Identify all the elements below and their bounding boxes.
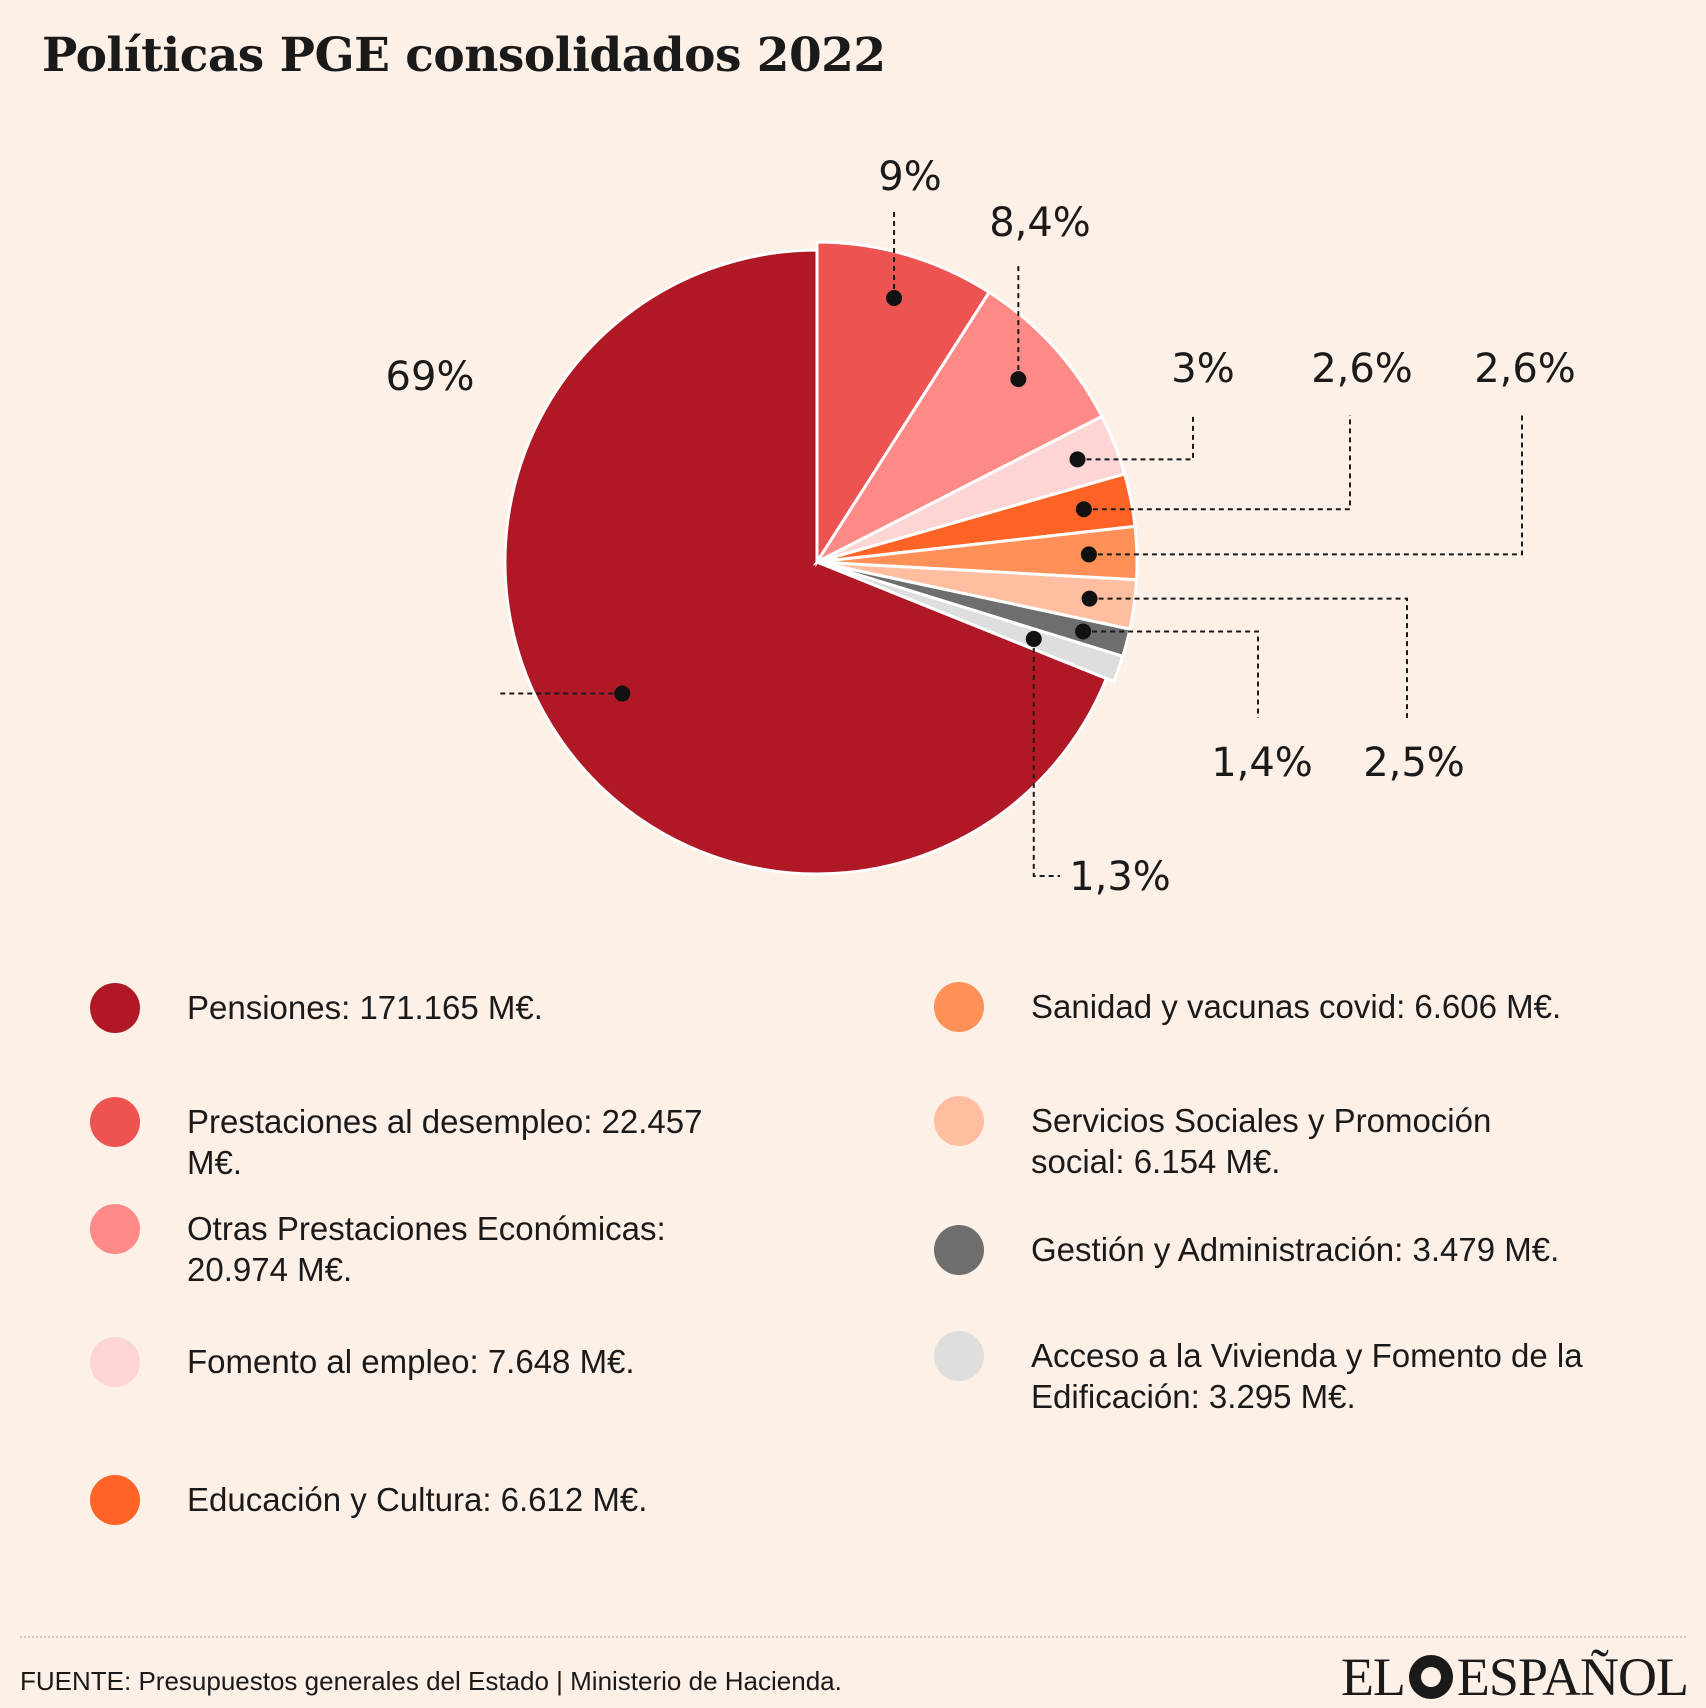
chart-title: Políticas PGE consolidados 2022 (42, 28, 886, 83)
leader-dot-fomento-al-empleo (1069, 451, 1086, 468)
legend-swatch (934, 1096, 984, 1146)
legend-swatch (90, 1204, 140, 1254)
legend-item-gestion-y-administracion: Gestión y Administración: 3.479 M€. (934, 1225, 1559, 1275)
legend-swatch (90, 1097, 140, 1147)
source-note: FUENTE: Presupuestos generales del Estad… (20, 1666, 842, 1696)
leader-line-acceso-a-la-vivienda-y-fomento-de-la-edificacion (1032, 638, 1060, 877)
leader-dot-gestion-y-administracion (1075, 623, 1092, 640)
leader-dot-prestaciones-al-desempleo (886, 290, 903, 307)
leader-dot-educacion-y-cultura (1075, 501, 1092, 518)
pct-label-otras-prestaciones-economicas: 8,4% (989, 200, 1091, 246)
legend-item-sanidad-y-vacunas-covid: Sanidad y vacunas covid: 6.606 M€. (934, 982, 1561, 1032)
legend-label: Pensiones: 171.165 M€. (187, 989, 543, 1026)
legend-label: Prestaciones al desempleo: 22.457 M€. (187, 1103, 703, 1181)
leader-line-fomento-al-empleo (1077, 415, 1194, 461)
legend-swatch (90, 983, 140, 1033)
legend-item-servicios-sociales-y-promocion-social: Servicios Sociales y Promoción social: 6… (934, 1096, 1591, 1182)
legend-swatch (934, 982, 984, 1032)
legend-item-educacion-y-cultura: Educación y Cultura: 6.612 M€. (90, 1475, 647, 1525)
leader-line-gestion-y-administracion (1083, 630, 1259, 718)
legend-item-pensiones: Pensiones: 171.165 M€. (90, 983, 543, 1033)
pct-label-servicios-sociales-y-promocion-social: 2,5% (1363, 740, 1465, 786)
leader-dot-pensiones (614, 685, 631, 702)
brand-logo: EL ESPAÑOL (1340, 1646, 1689, 1708)
brand-espanol: ESPAÑOL (1456, 1647, 1689, 1707)
leader-line-sanidad-y-vacunas-covid (1088, 415, 1523, 556)
legend-label: Acceso a la Vivienda y Fomento de la Edi… (1031, 1337, 1583, 1415)
legend-swatch (934, 1225, 984, 1275)
legend-label: Servicios Sociales y Promoción social: 6… (1031, 1102, 1492, 1180)
legend-label: Otras Prestaciones Económicas: 20.974 M€… (187, 1210, 666, 1288)
leader-line-servicios-sociales-y-promocion-social (1089, 597, 1408, 718)
pie-chart: 69% 9% 8,4% 3% 2,6% 2,6% 2,5% 1,4% 1,3% (386, 154, 1576, 900)
legend-item-otras-prestaciones-economicas: Otras Prestaciones Económicas: 20.974 M€… (90, 1204, 747, 1290)
legend-label: Fomento al empleo: 7.648 M€. (187, 1343, 635, 1380)
legend-item-fomento-al-empleo: Fomento al empleo: 7.648 M€. (90, 1337, 635, 1387)
pct-label-fomento-al-empleo: 3% (1171, 346, 1234, 392)
leader-dot-servicios-sociales-y-promocion-social (1081, 590, 1098, 607)
legend-swatch (90, 1337, 140, 1387)
leader-dot-sanidad-y-vacunas-covid (1080, 546, 1097, 563)
pie-slice-prestaciones-al-desempleo (815, 240, 992, 568)
pie-slice-acceso-a-la-vivienda-y-fomento-de-la-edificacion (816, 560, 1125, 684)
pct-label-prestaciones-al-desempleo: 9% (878, 154, 941, 200)
legend-label: Gestión y Administración: 3.479 M€. (1031, 1231, 1560, 1268)
pie-slice-otras-prestaciones-economicas (812, 290, 1105, 566)
leader-dot-acceso-a-la-vivienda-y-fomento-de-la-edificacion (1025, 630, 1042, 647)
pct-label-educacion-y-cultura: 2,6% (1311, 346, 1413, 392)
legend-swatch (934, 1331, 984, 1381)
pct-label-sanidad-y-vacunas-covid: 2,6% (1474, 346, 1576, 392)
pct-label-gestion-y-administracion: 1,4% (1211, 740, 1313, 786)
legend-item-acceso-a-la-vivienda-y-fomento-de-la-edificacion: Acceso a la Vivienda y Fomento de la Edi… (934, 1331, 1591, 1417)
brand-el: EL (1340, 1647, 1406, 1707)
lion-icon (1408, 1655, 1453, 1699)
legend-label: Sanidad y vacunas covid: 6.606 M€. (1031, 988, 1562, 1025)
pct-label-pensiones: 69% (386, 354, 475, 400)
pie-slice-pensiones (503, 248, 1109, 876)
leader-dot-otras-prestaciones-economicas (1010, 371, 1027, 388)
legend-swatch (90, 1475, 140, 1525)
footer-divider (20, 1636, 1686, 1638)
pct-label-acceso-a-la-vivienda-y-fomento-de-la-edificacion: 1,3% (1069, 854, 1171, 900)
legend-label: Educación y Cultura: 6.612 M€. (187, 1481, 648, 1518)
legend-item-prestaciones-al-desempleo: Prestaciones al desempleo: 22.457 M€. (90, 1097, 747, 1183)
